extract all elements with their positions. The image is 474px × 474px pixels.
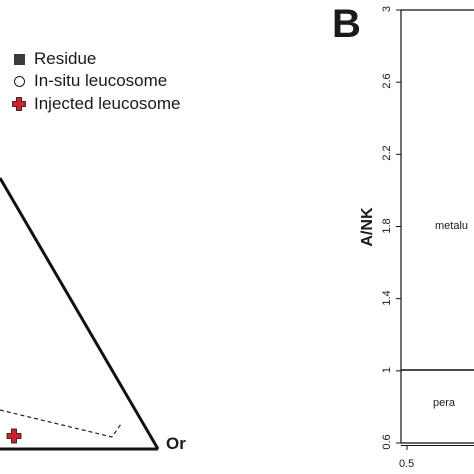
legend-item-injected-leucosome: Injected leucosome bbox=[12, 94, 180, 114]
legend-item-residue: Residue bbox=[12, 49, 96, 69]
panel-a bbox=[0, 177, 160, 451]
panel-b bbox=[396, 9, 474, 450]
cross-marker-icon bbox=[12, 97, 26, 111]
dashed-field-boundary bbox=[0, 409, 122, 438]
y-tick-label: 0.6 bbox=[381, 434, 393, 450]
legend-label-injected: Injected leucosome bbox=[34, 94, 181, 113]
triangle-right-edge bbox=[0, 177, 160, 450]
square-marker-icon bbox=[14, 53, 25, 65]
region-label-metaluminous: metalu bbox=[435, 220, 469, 232]
y-tick-label: 2.6 bbox=[381, 73, 393, 89]
y-tick-label: 2.2 bbox=[381, 145, 393, 161]
vertex-label-or: Or bbox=[166, 434, 186, 453]
y-axis-label: A/NK bbox=[359, 207, 376, 247]
y-ticks bbox=[396, 9, 401, 444]
y-tick-label: 1 bbox=[381, 366, 393, 373]
legend-label-residue: Residue bbox=[34, 49, 97, 68]
x-tick-label-0: 0.5 bbox=[399, 458, 415, 470]
injected-leucosome-point bbox=[6, 428, 22, 444]
y-tick-label: 1.8 bbox=[381, 217, 393, 234]
region-label-peraluminous: pera bbox=[433, 397, 456, 409]
panel-label-b: B bbox=[332, 2, 361, 46]
circle-marker-icon bbox=[14, 75, 25, 87]
legend-item-in-situ-leucosome: In-situ leucosome bbox=[12, 71, 167, 91]
y-tick-label: 3 bbox=[381, 5, 393, 13]
y-tick-label: 1.4 bbox=[381, 290, 393, 306]
legend-label-in-situ: In-situ leucosome bbox=[34, 71, 168, 90]
